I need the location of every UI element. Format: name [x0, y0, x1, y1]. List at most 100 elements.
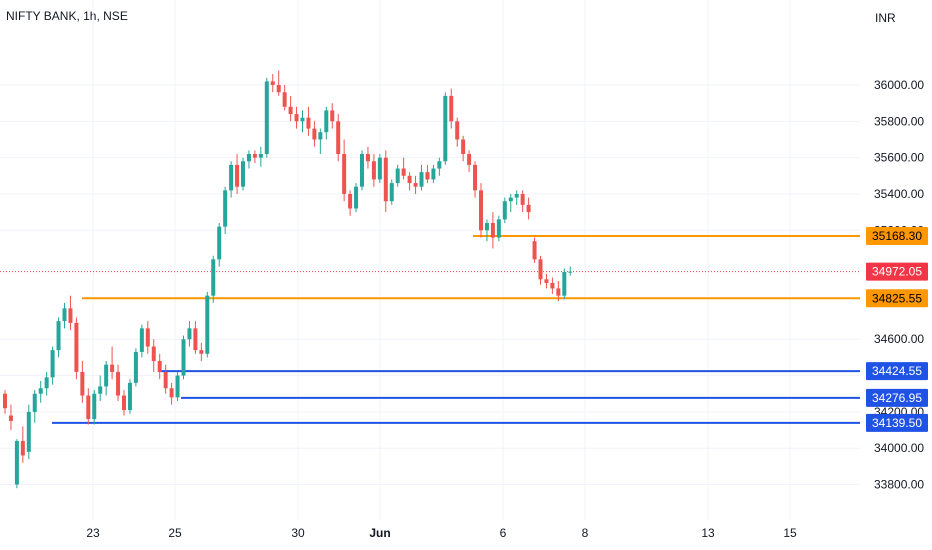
candle-body [223, 190, 228, 227]
candle-body [336, 121, 341, 155]
price-tick-label: 34600.00 [874, 332, 924, 346]
level-price-tag-label: 35168.30 [872, 229, 922, 243]
candle-body [300, 117, 305, 122]
candle-body [544, 279, 549, 283]
candle-body [44, 377, 49, 389]
candle-body [318, 132, 323, 140]
price-tick-label: 34000.00 [874, 441, 924, 455]
candle-body [235, 164, 240, 187]
time-tick-label: Jun [369, 526, 390, 540]
candle-body [526, 204, 531, 213]
candle-body [532, 241, 537, 260]
candle-body [484, 223, 489, 231]
candle-body [175, 375, 180, 398]
candle-body [217, 226, 222, 260]
candle-body [181, 339, 186, 376]
candle-body [431, 168, 436, 180]
currency-label: INR [875, 11, 896, 25]
candle-body [187, 328, 192, 340]
candle-body [276, 85, 281, 93]
candle-body [98, 386, 103, 394]
candle-body [211, 259, 216, 296]
candle-body [496, 219, 501, 238]
time-tick-label: 23 [86, 526, 100, 540]
candle-body [32, 393, 37, 412]
level-price-tag-label: 34825.55 [872, 291, 922, 305]
candle-body [50, 350, 55, 378]
candle-body [455, 121, 460, 140]
candle-body [407, 175, 412, 184]
candle-body [413, 183, 418, 187]
candle-body [145, 328, 150, 347]
candle-body [169, 388, 174, 398]
candle-body [8, 415, 13, 421]
candle-body [3, 393, 7, 409]
candle-body [133, 351, 138, 383]
candle-body [151, 346, 156, 362]
time-tick-label: 8 [582, 526, 589, 540]
candle-body [324, 110, 329, 133]
candle-body [538, 259, 543, 280]
level-price-tag [866, 413, 928, 432]
time-tick-label: 30 [291, 526, 305, 540]
candle-body [62, 308, 67, 322]
candle-body [68, 308, 73, 323]
candle-body [562, 272, 567, 296]
candle-body [38, 388, 43, 394]
price-tick-label: 36000.00 [874, 78, 924, 92]
price-tags: 35168.30 34825.55 34424.55 34276.95 34139.50… [866, 227, 928, 432]
candle-body [122, 395, 126, 411]
candle-body [92, 393, 97, 420]
candle-body [288, 106, 293, 115]
candle-body [282, 92, 287, 107]
price-tick-label: 35800.00 [874, 114, 924, 128]
level-price-tag [866, 289, 928, 308]
candle-body [371, 161, 376, 180]
candle-body [306, 117, 311, 129]
candle-body [56, 321, 61, 351]
level-price-tag-label: 34276.95 [872, 391, 922, 405]
current-price-tag [866, 262, 928, 281]
candle-body [104, 364, 109, 387]
candle-body [139, 328, 144, 352]
candle-body [74, 322, 79, 372]
chart-title: NIFTY BANK, 1h, NSE [6, 9, 128, 23]
candle-body [437, 161, 442, 169]
time-tick-label: 13 [701, 526, 715, 540]
level-price-tag [866, 362, 928, 381]
candle-body [14, 440, 19, 485]
candle-body [116, 371, 121, 396]
candle-body [556, 288, 561, 296]
candle-body [252, 154, 257, 158]
candle-body [401, 168, 406, 176]
candle-body [360, 154, 364, 187]
candle-body [342, 154, 347, 194]
candle-body [389, 183, 394, 202]
candle-body [490, 223, 495, 238]
candle-body [199, 350, 204, 354]
candle-body [443, 95, 448, 162]
candle-body [377, 157, 382, 180]
level-price-tag-label: 34424.55 [872, 364, 922, 378]
candle-body [365, 154, 370, 162]
candle-body [127, 382, 132, 411]
candle-body [502, 201, 507, 220]
candle-body [241, 161, 245, 187]
level-price-tag [866, 388, 928, 407]
candle-body [258, 154, 263, 158]
candle-body [354, 186, 359, 209]
candle-body [383, 157, 388, 202]
price-tick-label: 35400.00 [874, 187, 924, 201]
candle-body [157, 361, 162, 372]
candle-body [473, 164, 478, 191]
candle-body [419, 172, 424, 187]
candle-body [26, 411, 31, 452]
candle-body [348, 193, 353, 209]
time-tick-label: 6 [500, 526, 507, 540]
candle-body [163, 371, 168, 389]
time-tick-label: 25 [168, 526, 182, 540]
price-levels [0, 235, 860, 424]
candle-body [80, 371, 85, 396]
candle-body [467, 154, 472, 165]
